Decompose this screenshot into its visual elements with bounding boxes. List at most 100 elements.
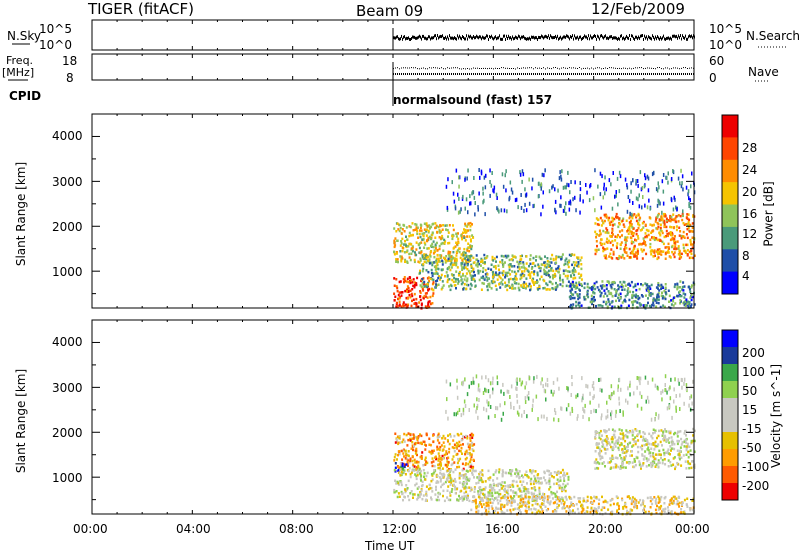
power-echo-cell [425,292,428,295]
power-echo-cell [512,287,515,290]
power-echo-cell [457,247,460,251]
velocity-echo-cell [532,487,535,490]
power-echo-cell [675,228,678,232]
power-echo-cell [445,224,448,227]
power-echo-cell [600,238,603,241]
power-echo-cell [421,269,424,273]
velocity-echo-cell [669,460,672,464]
power-echo-cell [443,238,446,242]
velocity-echo-cell [550,472,553,475]
power-echo-cell [641,228,643,231]
frequency-sample [425,68,426,70]
velocity-echo-cell [445,477,448,481]
velocity-echo-cell [469,458,472,461]
power-echo-cell [689,305,692,308]
power-echo-cell [530,271,533,274]
power-echo-cell [637,214,640,217]
velocity-echo-cell [491,491,494,495]
power-echo-cell [521,270,523,273]
power-echo-cell [426,259,429,262]
power-echo-cell [691,230,694,233]
power-echo-cell [447,177,449,182]
velocity-echo-cell [571,409,574,413]
velocity-echo-cell [611,446,614,449]
power-echo-cell [624,246,627,249]
velocity-echo-cell [423,475,425,478]
nave-sample [623,73,624,75]
power-echo-cell [420,224,423,227]
velocity-echo-cell [469,434,472,437]
velocity-echo-cell [676,461,679,465]
velocity-echo-cell [597,506,600,509]
power-echo-cell [571,305,574,309]
sky-noise-sample [633,36,634,40]
velocity-echo-cell [613,443,616,446]
power-echo-cell [663,221,666,224]
velocity-echo-cell [645,399,647,404]
velocity-echo-cell [626,435,629,438]
power-echo-cell [572,261,575,264]
velocity-echo-cell [468,384,470,389]
velocity-echo-cell [452,439,455,442]
sky-noise-sample [674,34,675,38]
velocity-echo-cell [542,503,545,506]
velocity-echo-cell [501,481,504,484]
velocity-echo-cell [631,445,634,448]
velocity-echo-cell [611,440,614,444]
velocity-echo-cell [514,472,517,475]
power-echo-cell [607,218,610,222]
power-echo-cell [435,283,438,286]
power-echo-cell [641,222,644,225]
velocity-echo-cell [475,510,478,514]
power-echo-cell [539,266,542,270]
velocity-echo-cell [688,445,691,448]
velocity-echo-cell [680,464,683,467]
power-echo-cell [465,255,468,258]
power-echo-cell [466,249,469,252]
velocity-echo-cell [437,434,440,437]
power-echo-cell [657,292,660,295]
power-echo-cell [664,286,667,289]
velocity-echo-cell [476,476,479,479]
frequency-sample [629,67,630,69]
velocity-echo-cell [606,414,609,419]
velocity-echo-cell [436,480,439,483]
sky-noise-sample [657,35,658,39]
velocity-echo-cell [609,443,612,446]
power-echo-cell [393,245,396,249]
velocity-echo-cell [510,384,513,389]
power-echo-cell [601,174,603,179]
sky-noise-sample [622,37,623,41]
velocity-echo-cell [582,414,584,419]
sky-noise-sample [406,36,407,40]
power-echo-cell [690,184,692,189]
power-echo-cell [504,274,507,277]
velocity-echo-cell [542,497,545,501]
power-echo-cell [659,229,662,232]
velocity-echo-cell [648,464,650,467]
velocity-echo-cell [653,496,656,499]
power-echo-cell [464,222,467,226]
power-echo-cell [487,283,490,286]
power-echo-cell [673,241,676,244]
power-echo-cell [476,265,479,268]
velocity-echo-cell [424,456,427,459]
power-echo-cell [422,238,425,241]
velocity-echo-cell [467,452,470,455]
power-echo-cell [490,263,493,266]
velocity-echo-cell [691,401,693,406]
power-echo-cell [574,180,576,185]
velocity-echo-cell [518,509,521,512]
power-echo-cell [603,242,606,246]
power-echo-cell [419,269,421,273]
velocity-echo-cell [473,380,475,385]
power-echo-cell [669,214,672,218]
velocity-echo-cell [582,497,585,500]
velocity-echo-cell [543,500,546,503]
power-echo-cell [635,293,638,296]
power-echo-cell [469,255,472,258]
sky-noise-sample [542,35,543,39]
power-echo-cell [630,223,633,226]
velocity-echo-cell [416,438,419,442]
power-echo-cell [552,277,554,280]
